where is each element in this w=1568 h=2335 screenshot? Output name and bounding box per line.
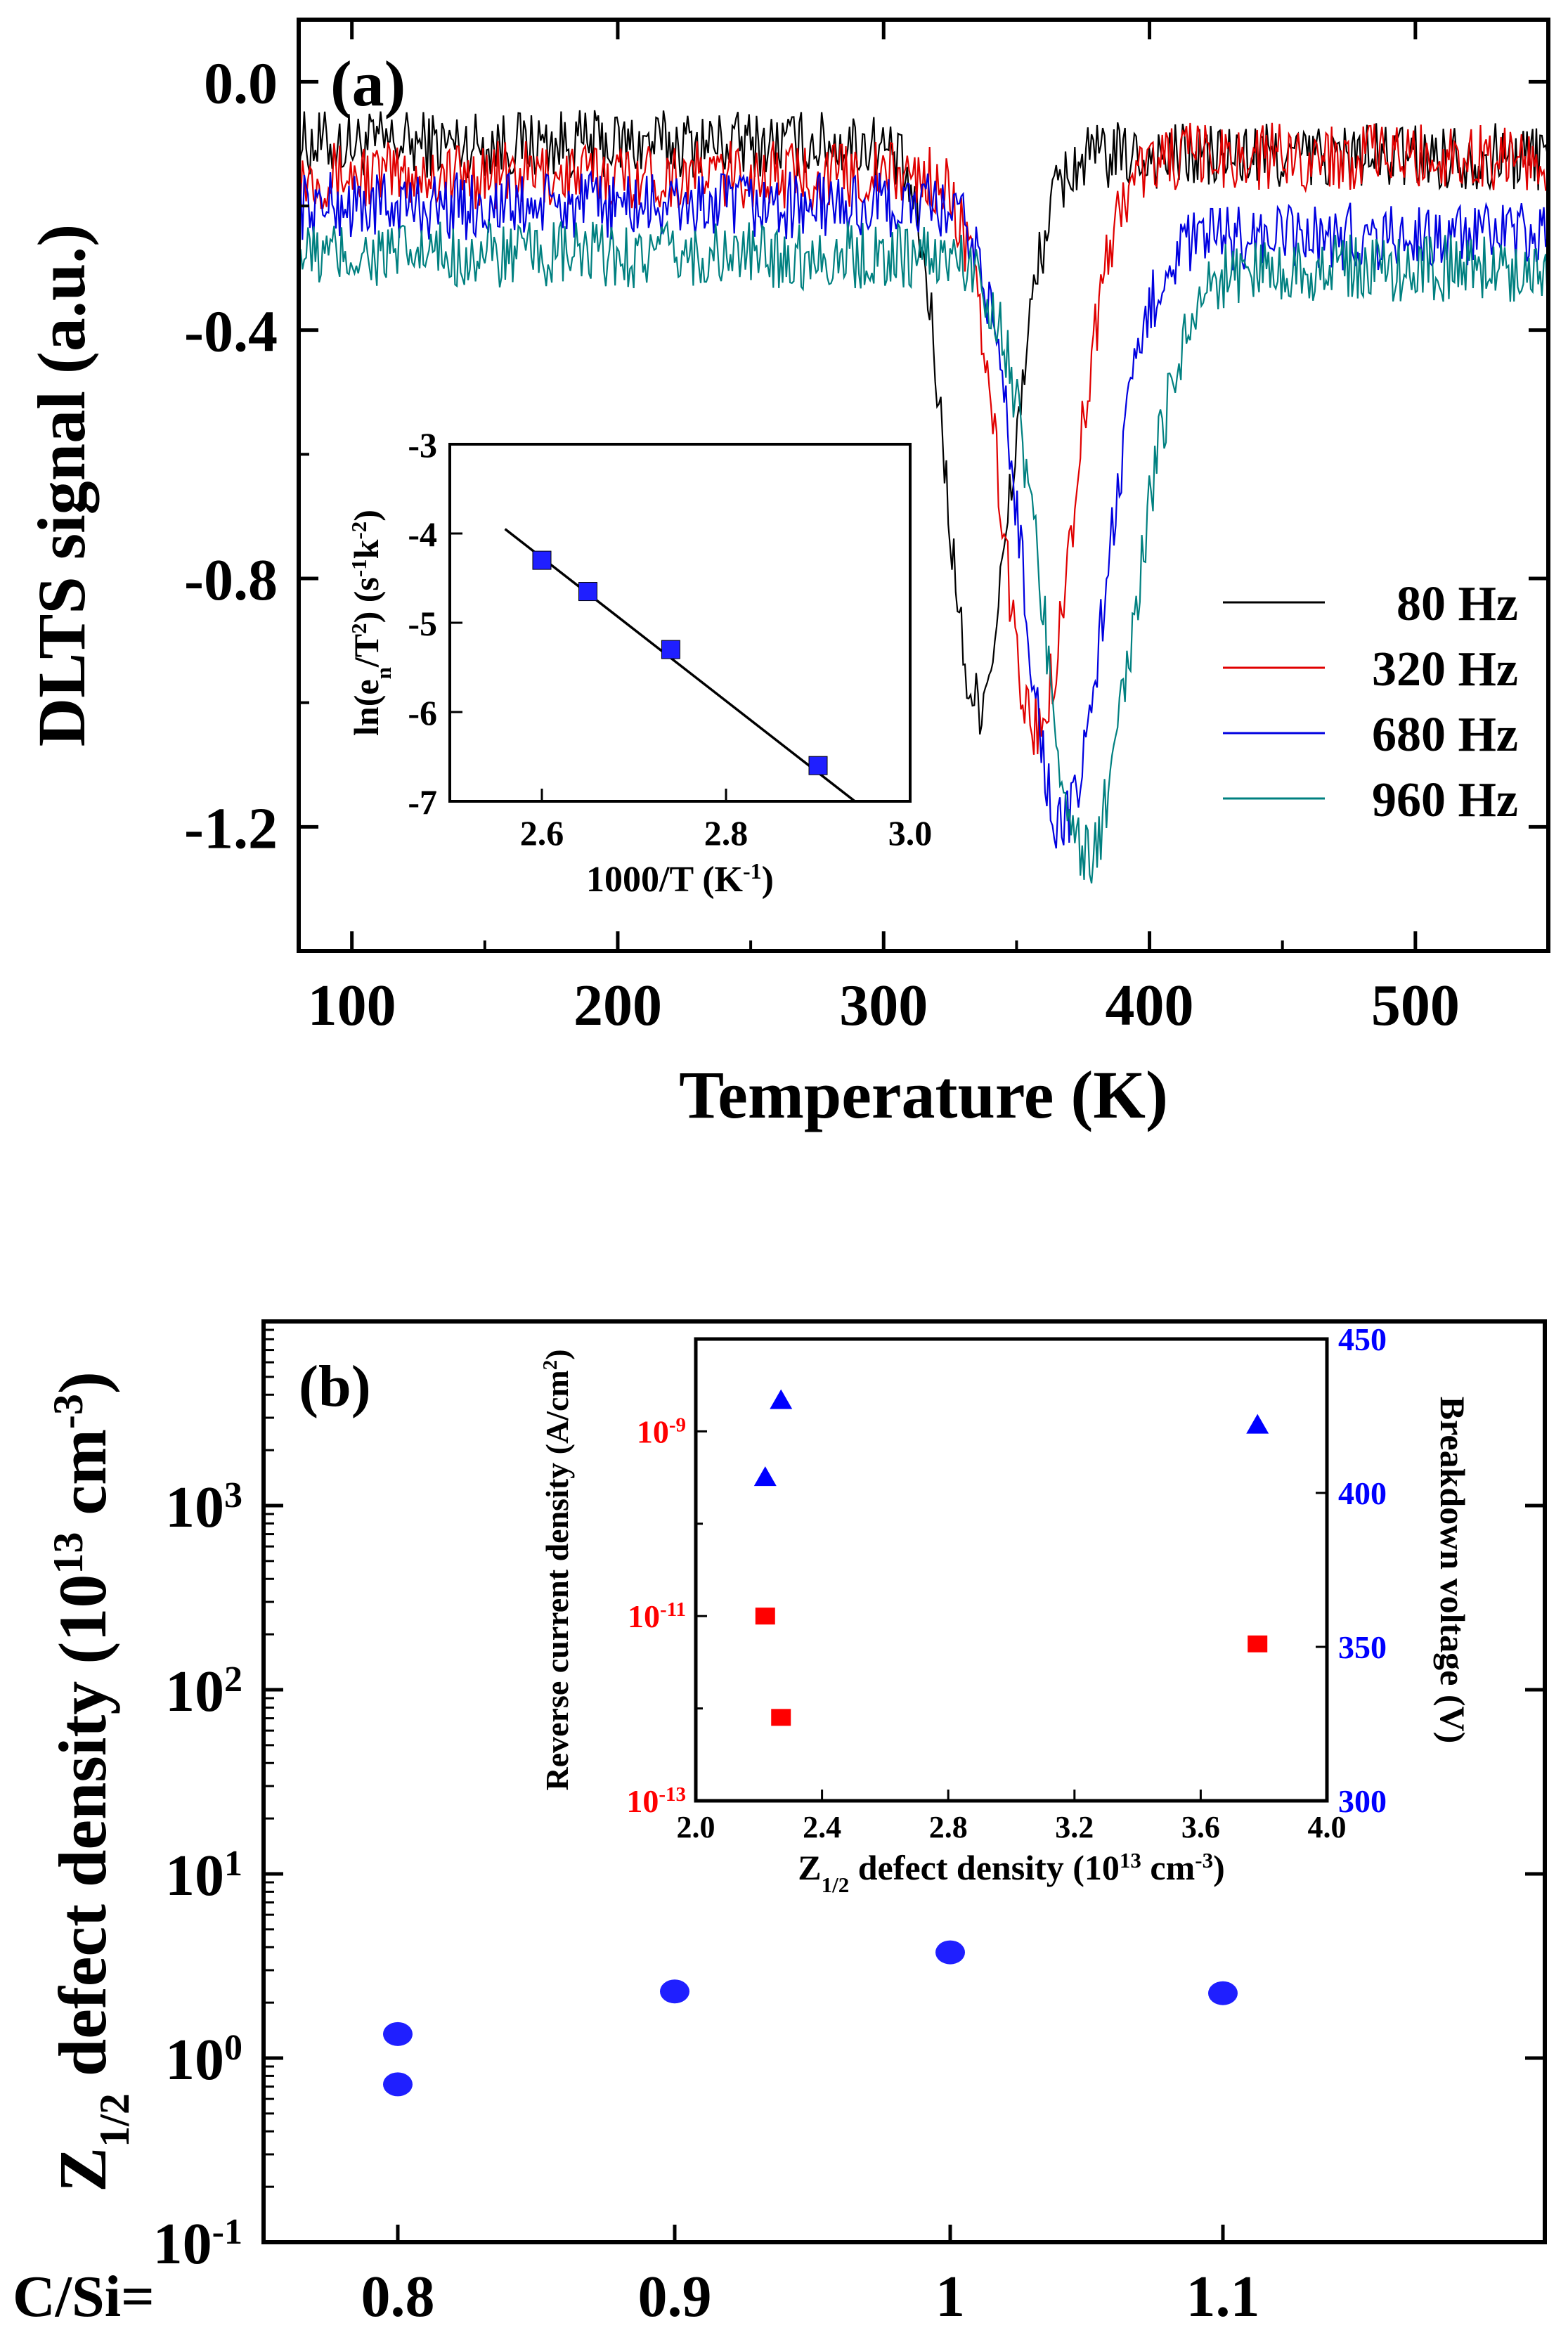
x-tick-label: 500 (1371, 973, 1460, 1038)
x-tick-label: 1 (935, 2264, 965, 2329)
inset-x-tick-label: 2.6 (520, 813, 564, 853)
x-tick-label: 400 (1106, 973, 1194, 1038)
inset-y-tick-label: -3 (408, 425, 437, 465)
inset-right-tick-label: 300 (1338, 1783, 1387, 1819)
inset-reverse-current-point (771, 1709, 791, 1726)
legend-label: 680 Hz (1372, 708, 1518, 762)
x-tick-label: 100 (308, 973, 396, 1038)
plot-frame (261, 1319, 1547, 2244)
inset-x-tick-label: 2.0 (677, 1810, 715, 1844)
y-tick-label: 102 (165, 1659, 242, 1724)
legend-label: 960 Hz (1372, 773, 1518, 827)
plot-frame (297, 18, 1550, 953)
inset-y-tick-label: -4 (408, 515, 437, 554)
inset-y-tick-label: -7 (408, 782, 437, 822)
inset-x-tick-label: 2.8 (704, 813, 749, 853)
legend-label: 320 Hz (1372, 642, 1518, 697)
x-tick-label: 300 (839, 973, 928, 1038)
inset-x-axis-title: Z1/2 defect density (1013 cm-3) (798, 1848, 1224, 1897)
inset-left-tick-label: 10-11 (628, 1598, 686, 1634)
inset-left-tick-label: 10-13 (626, 1783, 686, 1819)
y-tick-label: 0.0 (204, 51, 278, 116)
inset-fit-line (504, 528, 856, 803)
x-tick-label: 1.1 (1186, 2264, 1260, 2329)
inset-y-axis-title: ln(en/T2) (s-1k-2) (346, 510, 396, 736)
y-axis-title: Z1/2 defect density (1013 cm-3) (45, 1371, 138, 2192)
inset-x-tick-label: 3.0 (888, 813, 933, 853)
inset-x-tick-label: 3.6 (1181, 1810, 1220, 1844)
legend-label: 80 Hz (1397, 577, 1518, 631)
x-tick-label: 200 (574, 973, 662, 1038)
inset-data-point (661, 640, 680, 659)
inset-y-tick-label: -6 (408, 693, 437, 732)
inset-breakdown-voltage-point (1246, 1414, 1269, 1434)
inset-reverse-current-point (1248, 1635, 1268, 1652)
inset-x-tick-label: 4.0 (1308, 1810, 1347, 1844)
inset-data-point (532, 550, 552, 570)
inset-right-tick-label: 400 (1338, 1475, 1387, 1511)
data-point (660, 1979, 689, 2004)
x-axis-title: Temperature (K) (679, 1057, 1168, 1132)
data-point (1208, 1981, 1238, 2005)
y-tick-label: -0.8 (184, 548, 278, 613)
y-tick-label: 100 (165, 2027, 242, 2093)
inset-x-tick-label: 2.8 (929, 1810, 968, 1844)
inset-reverse-current-point (755, 1608, 775, 1625)
inset-right-tick-label: 450 (1338, 1321, 1387, 1357)
panel-label: (a) (330, 48, 406, 119)
inset-left-tick-label: 10-9 (637, 1414, 686, 1449)
y-tick-label: 10-1 (153, 2211, 242, 2277)
data-point (935, 1940, 965, 1965)
y-tick-label: 103 (165, 1475, 242, 1540)
x-tick-label: 0.9 (638, 2264, 712, 2329)
y-axis-title: DLTS signal (a.u.) (24, 224, 99, 746)
panel-a: 100 200 300 400 500 0.0 -0.4 -0.8 -1.2 Temperatur… (24, 18, 1550, 1132)
panel-label: (b) (299, 1354, 371, 1419)
inset-frame (694, 1337, 1329, 1803)
series-line-960-hz (297, 219, 1548, 884)
inset-right-tick-label: 350 (1338, 1629, 1387, 1665)
inset-right-axis-title: Breakdown voltage (V) (1433, 1397, 1472, 1744)
y-tick-label: 101 (165, 1843, 242, 1908)
series-line-680-hz (297, 169, 1548, 849)
inset-frame (448, 443, 912, 803)
inset-left-axis-title: Reverse current density (A/cm2) (539, 1349, 575, 1790)
inset-y-tick-label: -5 (408, 604, 437, 643)
x-axis-title: C/Si= (13, 2264, 155, 2329)
inset-data-point (808, 756, 828, 775)
inset-breakdown-voltage-point (753, 1466, 777, 1487)
data-point (383, 2072, 413, 2097)
panel-b: 10-1 100 101 102 103 0.8 0.9 1 1.1 C/Si= Z1/2 defe… (13, 1319, 1547, 2329)
y-tick-label: -1.2 (184, 796, 278, 861)
inset-x-tick-label: 3.2 (1055, 1810, 1094, 1844)
inset-x-tick-label: 2.4 (803, 1810, 841, 1844)
inset-breakdown-voltage-point (770, 1389, 793, 1409)
y-tick-label: -0.4 (184, 299, 278, 365)
inset-x-axis-title: 1000/T (K-1) (586, 858, 774, 900)
inset-data-point (578, 582, 597, 602)
x-tick-label: 0.8 (361, 2264, 435, 2329)
data-point (383, 2022, 413, 2046)
